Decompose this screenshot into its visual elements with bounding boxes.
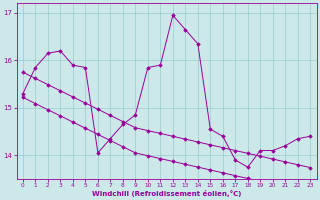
X-axis label: Windchill (Refroidissement éolien,°C): Windchill (Refroidissement éolien,°C) (92, 190, 241, 197)
